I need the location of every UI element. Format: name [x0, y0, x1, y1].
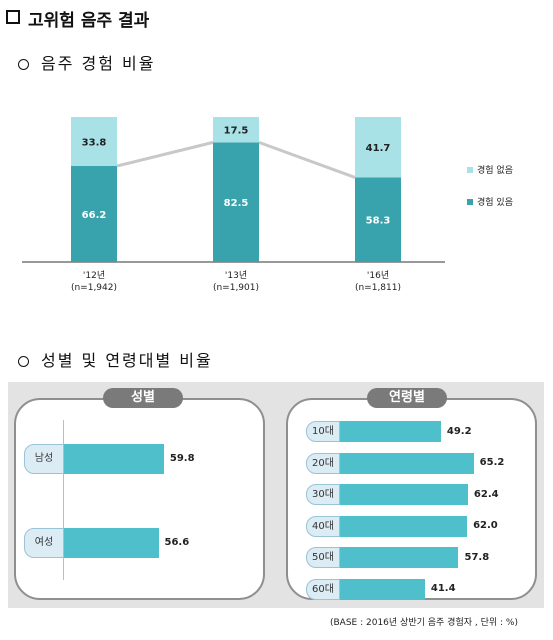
title-checkbox-icon: [6, 10, 20, 24]
value-label: 56.6: [164, 537, 190, 548]
data-label-experienced: 82.5: [224, 198, 249, 209]
category-label: 50대: [306, 547, 340, 568]
legend-swatch: [467, 199, 473, 205]
gender-panel-title: 성별: [103, 388, 183, 408]
value-label: 59.8: [169, 453, 195, 464]
legend-label: 경험 있음: [477, 196, 513, 208]
x-tick-label: '12년: [83, 270, 105, 281]
circle-bullet-icon: [18, 59, 29, 70]
bar-experienced: [355, 177, 401, 262]
bar-not-experienced: [355, 117, 401, 178]
data-label-not-experienced: 17.5: [224, 126, 249, 137]
section-1-label: 음주 경험 비율: [41, 54, 156, 73]
circle-bullet-icon: [18, 356, 29, 367]
value-label: 65.2: [479, 457, 505, 468]
value-label: 49.2: [446, 425, 472, 437]
data-label-experienced: 58.3: [366, 216, 391, 227]
data-label-not-experienced: 41.7: [366, 143, 391, 154]
category-label: 10대: [306, 421, 340, 442]
legend-label: 경험 없음: [477, 164, 513, 176]
x-tick-label: '13년: [225, 270, 247, 281]
value-label: 57.8: [464, 551, 490, 563]
bar-experienced: [213, 142, 259, 262]
legend-swatch: [467, 167, 473, 173]
bar: [340, 547, 459, 568]
age-panel-title: 연령별: [367, 388, 447, 408]
gender-panel: [14, 398, 265, 600]
bar-experienced: [71, 166, 117, 262]
category-label: 30대: [306, 484, 340, 505]
value-label: 62.4: [473, 488, 499, 500]
bar: [64, 528, 159, 558]
x-tick-label: '16년: [367, 270, 389, 281]
category-label: 60대: [306, 578, 340, 600]
value-label: 41.4: [430, 583, 456, 594]
bar-not-experienced: [71, 117, 117, 167]
connector-line: [258, 140, 356, 179]
drinking-experience-chart: 66.2 33.8 '12년 (n=1,942) 82.5 17.5 '13년 (n=1,90…: [22, 117, 513, 293]
section-header-2: 성별 및 연령대별 비율: [18, 347, 213, 371]
value-label: 62.0: [473, 520, 498, 531]
bar: [64, 444, 164, 474]
category-label: 40대: [306, 515, 340, 537]
bar: [340, 421, 441, 442]
footnote: (BASE : 2016년 상반기 음주 경험자 , 단위 : %): [330, 618, 518, 628]
data-label-not-experienced: 33.8: [82, 138, 107, 149]
category-label: 남성: [24, 444, 64, 474]
page-title: 고위험 음주 결과: [28, 11, 150, 31]
x-tick-sublabel: (n=1,942): [71, 283, 117, 293]
data-label-experienced: 66.2: [82, 210, 107, 221]
bar: [340, 515, 468, 537]
category-label: 여성: [24, 528, 64, 558]
category-label: 20대: [306, 452, 340, 474]
gender-axis-line: [63, 420, 64, 580]
bar: [340, 452, 474, 474]
bar-not-experienced: [213, 117, 259, 143]
section-2-label: 성별 및 연령대별 비율: [41, 351, 213, 370]
x-tick-sublabel: (n=1,901): [213, 283, 259, 293]
bar: [340, 578, 425, 600]
section-header-1: 음주 경험 비율: [18, 50, 156, 74]
connector-line: [116, 140, 214, 168]
bar: [340, 484, 468, 505]
x-tick-sublabel: (n=1,811): [355, 283, 401, 293]
